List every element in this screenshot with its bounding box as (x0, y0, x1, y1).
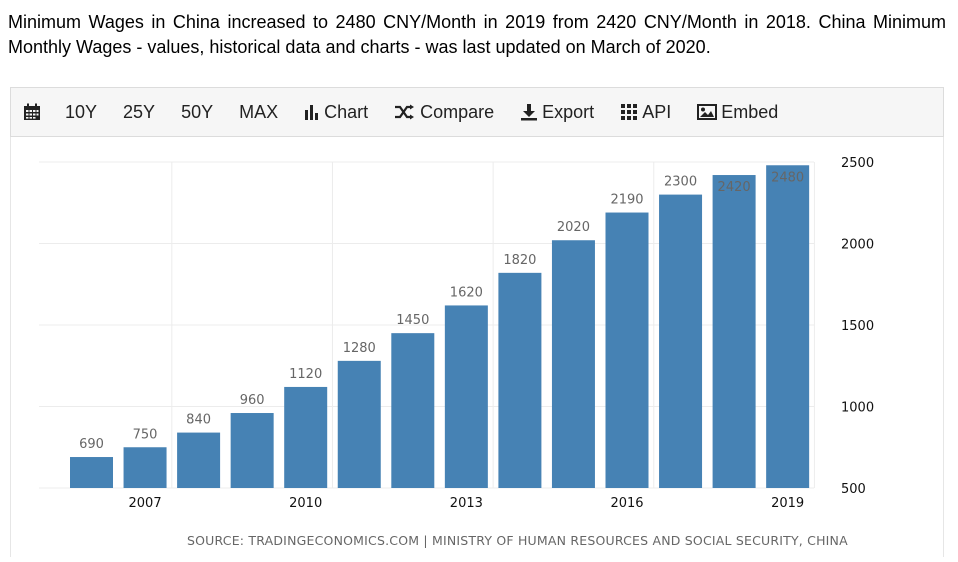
summary-text: Minimum Wages in China increased to 2480… (8, 12, 946, 57)
data-label-2008: 840 (186, 413, 211, 428)
range-25y-button[interactable]: 25Y (123, 102, 155, 123)
bar-2018 (712, 175, 756, 488)
export-button[interactable]: Export (520, 102, 594, 123)
data-label-2013: 1620 (450, 285, 483, 300)
range-10y-label: 10Y (65, 101, 98, 122)
bar-2007 (123, 447, 167, 488)
download-icon (520, 103, 538, 121)
y-tick-label: 500 (841, 482, 866, 497)
export-label: Export (542, 101, 595, 122)
data-label-2006: 690 (79, 437, 104, 452)
bar-2010 (284, 386, 328, 488)
embed-button[interactable]: Embed (697, 102, 778, 123)
y-tick-label: 2000 (841, 238, 874, 253)
x-tick-label: 2007 (129, 496, 162, 511)
embed-label: Embed (721, 101, 779, 122)
calendar-icon (23, 103, 41, 121)
bar-2011 (337, 360, 381, 488)
chart-label: Chart (324, 101, 369, 122)
y-tick-label: 1000 (841, 401, 874, 416)
grid-icon (620, 103, 638, 121)
data-label-2010: 1120 (289, 367, 322, 382)
x-tick-label: 2019 (771, 496, 804, 511)
range-50y-label: 50Y (181, 101, 214, 122)
api-label: API (642, 101, 672, 122)
calendar-button[interactable] (23, 103, 45, 121)
x-tick-label: 2013 (450, 496, 483, 511)
api-button[interactable]: API (620, 102, 671, 123)
x-tick-label: 2016 (610, 496, 643, 511)
range-25y-label: 25Y (123, 101, 156, 122)
bar-2012 (391, 333, 435, 488)
bar-chart: 500 1000 1500 2000 2500 690 750 840 960 1120 1280 1… (39, 156, 874, 548)
chart-area: 500 1000 1500 2000 2500 690 750 840 960 1120 1280 1… (10, 137, 944, 557)
bar-2019 (766, 165, 810, 488)
range-50y-button[interactable]: 50Y (181, 102, 213, 123)
bar-2013 (444, 305, 488, 488)
chart-toolbar: 10Y 25Y 50Y MAX Chart Compare Export (10, 87, 944, 137)
compare-button[interactable]: Compare (394, 102, 494, 123)
bar-2015 (551, 240, 595, 488)
y-tick-label: 1500 (841, 319, 874, 334)
range-max-label: MAX (239, 101, 279, 122)
x-tick-label: 2010 (289, 496, 322, 511)
bar-2014 (498, 272, 542, 488)
data-label-2015: 2020 (557, 220, 590, 235)
data-label-2016: 2190 (610, 193, 643, 208)
bar-2008 (177, 432, 221, 488)
data-label-2019: 2480 (771, 170, 804, 185)
data-label-2017: 2300 (664, 175, 697, 190)
bar-2016 (605, 212, 649, 488)
compare-label: Compare (420, 101, 495, 122)
bar-2017 (659, 194, 703, 488)
range-max-button[interactable]: MAX (239, 102, 278, 123)
shuffle-icon (394, 104, 416, 120)
image-icon (697, 104, 718, 120)
data-label-2007: 750 (133, 427, 158, 442)
range-10y-button[interactable]: 10Y (65, 102, 97, 123)
bar-2006 (70, 457, 113, 488)
chart-button[interactable]: Chart (304, 102, 368, 123)
data-label-2009: 960 (240, 393, 265, 408)
bar-chart-icon (304, 104, 320, 120)
source-note: SOURCE: TRADINGECONOMICS.COM | MINISTRY … (187, 533, 848, 548)
data-label-2012: 1450 (396, 313, 429, 328)
data-label-2014: 1820 (503, 253, 536, 268)
data-label-2018: 2420 (718, 180, 751, 195)
y-tick-label: 2500 (841, 156, 874, 171)
bar-2009 (230, 413, 274, 488)
data-label-2011: 1280 (343, 341, 376, 356)
